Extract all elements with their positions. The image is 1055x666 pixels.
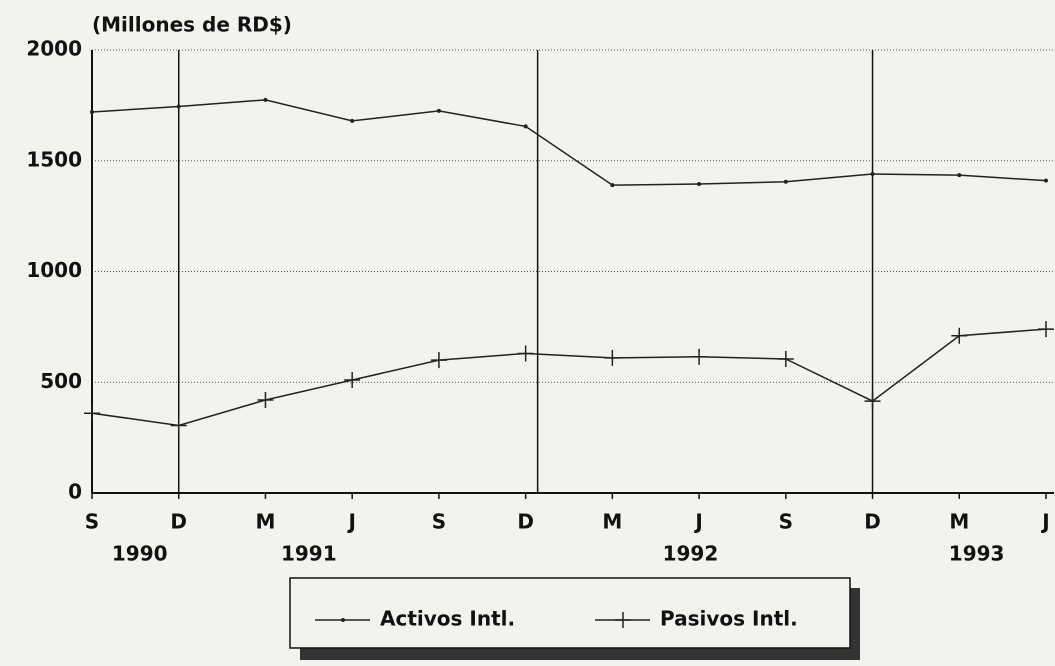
year-label: 1991 — [281, 542, 337, 566]
marker — [951, 327, 968, 344]
x-tick-label: M — [949, 510, 969, 534]
marker — [84, 405, 100, 422]
marker — [1038, 321, 1054, 338]
x-tick-label: M — [602, 510, 622, 534]
marker — [263, 97, 268, 102]
series-line — [91, 99, 1047, 186]
y-tick-label: 0 — [68, 480, 82, 504]
x-tick-label: D — [170, 510, 187, 534]
y-tick-label: 1000 — [26, 258, 82, 282]
y-tick-label: 1500 — [26, 147, 82, 171]
series-line — [91, 328, 1047, 427]
marker — [90, 110, 94, 115]
y-tick-label: 500 — [40, 369, 82, 393]
marker — [523, 124, 528, 129]
marker — [170, 417, 187, 434]
x-tick-label: S — [85, 510, 99, 534]
marker — [257, 391, 274, 408]
marker — [604, 349, 621, 366]
legend — [289, 577, 851, 649]
x-tick-label: S — [779, 510, 793, 534]
legend-label: Pasivos Intl. — [660, 607, 798, 631]
x-tick-label: D — [864, 510, 881, 534]
marker — [697, 182, 702, 187]
x-tick-label: J — [346, 510, 355, 534]
x-tick-label: D — [517, 510, 534, 534]
x-tick-label: J — [693, 510, 702, 534]
legend-label: Activos Intl. — [380, 607, 515, 631]
x-tick-label: S — [432, 510, 446, 534]
x-tick-label: M — [256, 510, 276, 534]
marker — [430, 352, 447, 369]
y-tick-label: 2000 — [26, 37, 82, 61]
x-tick-label: J — [1040, 510, 1049, 534]
marker — [517, 345, 534, 362]
marker — [436, 108, 441, 113]
year-label: 1990 — [112, 542, 168, 566]
marker — [344, 372, 361, 389]
marker — [176, 104, 181, 109]
marker — [870, 172, 875, 177]
y-axis-label: (Millones de RD$) — [92, 13, 292, 37]
year-label: 1993 — [949, 542, 1005, 566]
year-label: 1992 — [663, 542, 719, 566]
marker — [610, 183, 615, 188]
marker — [615, 612, 631, 628]
marker — [691, 348, 708, 365]
marker — [957, 173, 962, 178]
marker — [777, 350, 794, 367]
marker — [350, 118, 355, 123]
marker — [341, 618, 345, 622]
marker — [783, 179, 788, 184]
marker — [1044, 178, 1048, 183]
marker — [864, 393, 881, 410]
